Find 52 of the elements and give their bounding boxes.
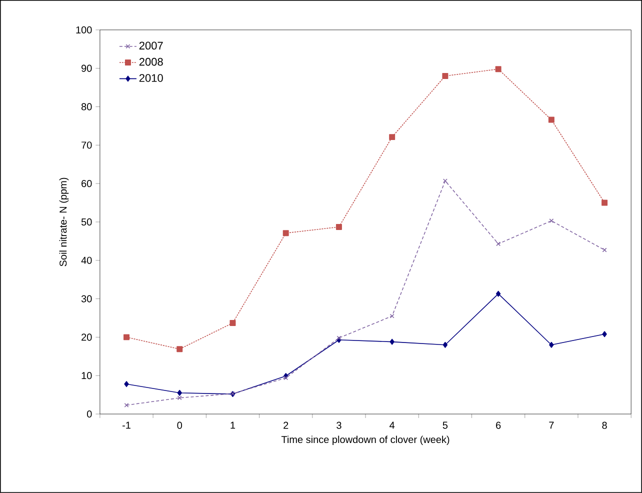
- y-tick-label: 30: [81, 295, 92, 302]
- x-tick-label: 2: [284, 422, 288, 429]
- x-axis-title: Time since plowdown of clover (week): [281, 436, 450, 446]
- point: [230, 320, 236, 326]
- point: [389, 134, 396, 140]
- point: [496, 242, 501, 246]
- legend-label: 2008: [139, 58, 163, 66]
- point: [336, 224, 342, 230]
- point: [442, 178, 448, 184]
- y-tick-label: 20: [82, 334, 92, 341]
- point: [282, 230, 289, 236]
- legend-label: 2007: [139, 42, 163, 50]
- y-tick-label: 100: [76, 26, 92, 34]
- point: [124, 381, 129, 388]
- point: [124, 334, 130, 340]
- point: [602, 200, 608, 206]
- point: [177, 390, 182, 396]
- x-tick-label: 4: [390, 422, 395, 429]
- y-tick-label: 70: [82, 142, 92, 149]
- y-tick-label: 50: [81, 218, 92, 226]
- x-tick-label: 7: [549, 422, 554, 429]
- x-tick-label: 0: [177, 422, 182, 429]
- y-tick-label: 90: [82, 64, 92, 72]
- point: [176, 346, 183, 352]
- point: [549, 342, 554, 348]
- y-tick-label: 80: [81, 103, 92, 110]
- point: [495, 66, 502, 72]
- x-tick-label: 8: [602, 422, 607, 429]
- point: [549, 218, 554, 224]
- point: [442, 73, 448, 80]
- x-tick-label: 3: [336, 422, 342, 429]
- point: [548, 116, 554, 123]
- point: [177, 396, 182, 400]
- legend-label: 2010: [139, 74, 163, 82]
- x-tick-label: -1: [122, 422, 130, 429]
- y-tick-label: 60: [82, 180, 92, 188]
- point: [496, 290, 501, 297]
- point: [390, 314, 394, 318]
- y-tick-label: 0: [86, 410, 92, 418]
- point: [442, 342, 448, 348]
- point: [602, 248, 607, 252]
- x-tick-label: 5: [442, 422, 448, 429]
- point: [124, 402, 129, 408]
- y-axis-title: Soil nitrate- N (ppm): [59, 178, 69, 266]
- x-tick-label: 6: [496, 422, 501, 429]
- y-tick-label: 10: [82, 372, 92, 380]
- x-tick-label: 1: [230, 422, 236, 429]
- point: [390, 338, 394, 345]
- point: [602, 331, 607, 338]
- point: [284, 376, 288, 380]
- y-tick-label: 40: [81, 256, 92, 264]
- point: [336, 336, 342, 340]
